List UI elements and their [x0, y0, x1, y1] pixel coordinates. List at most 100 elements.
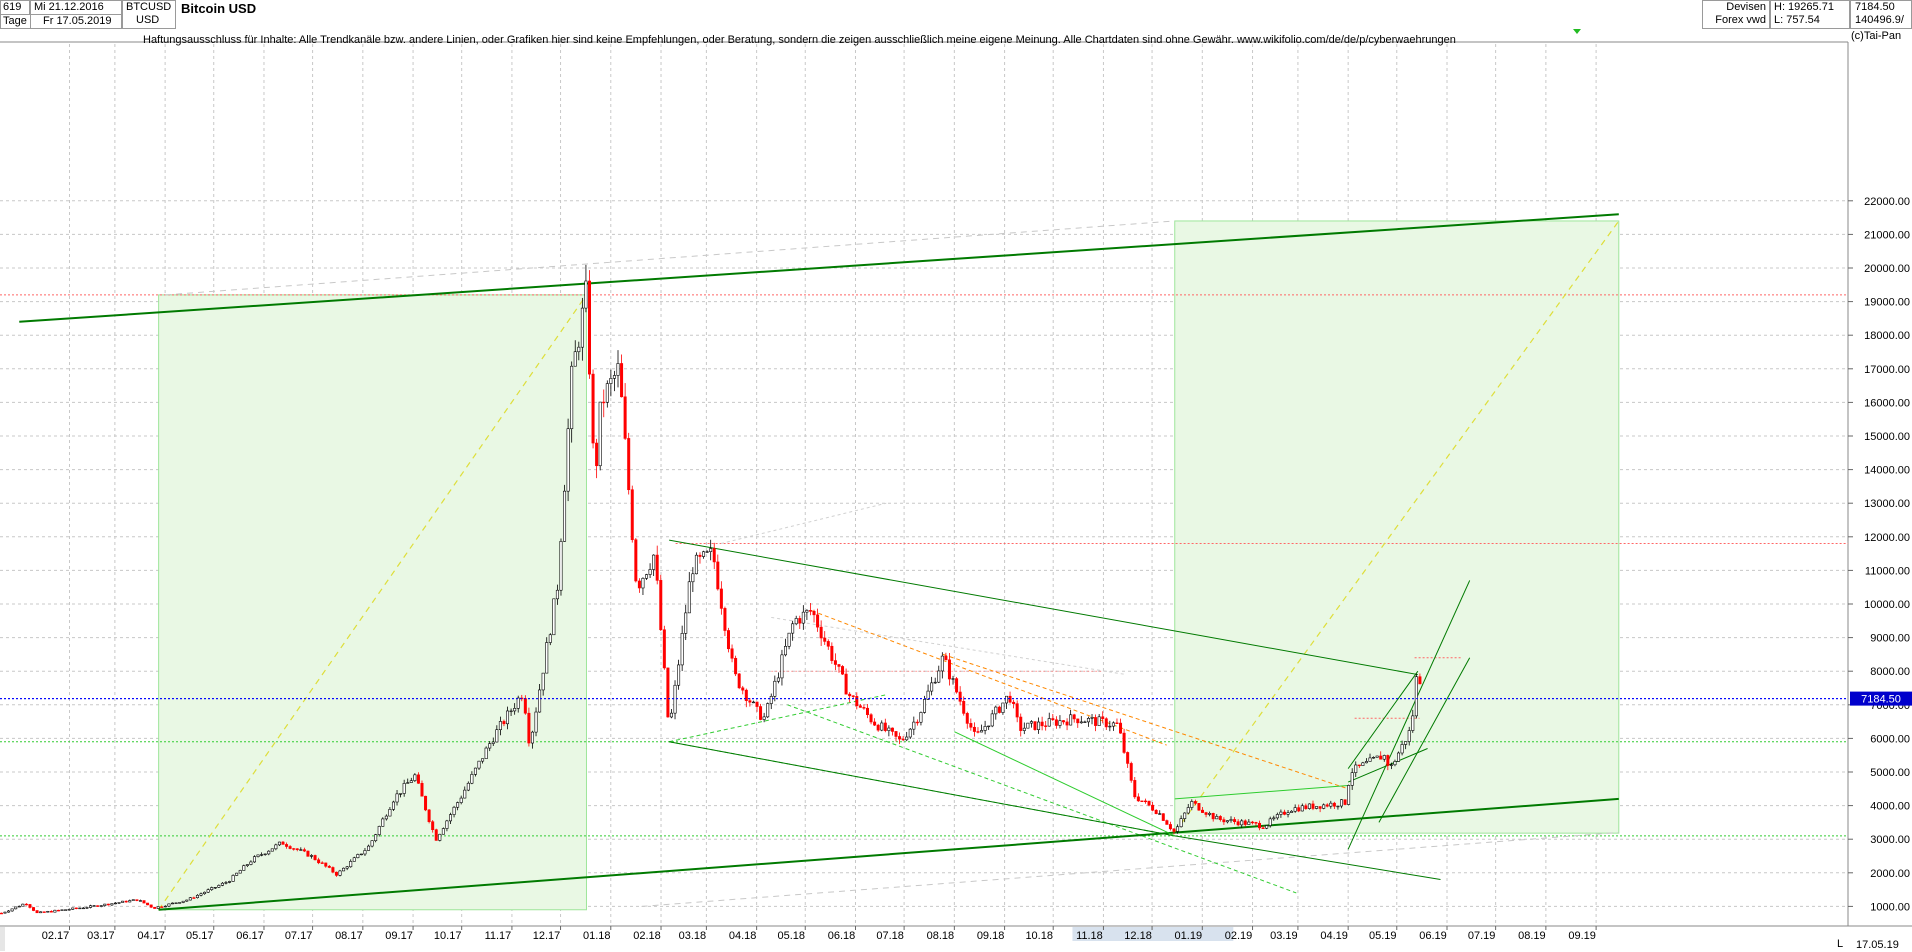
- candle-body: [669, 712, 673, 718]
- candle-body: [310, 855, 314, 857]
- candle-body: [819, 626, 823, 639]
- candle-body: [587, 280, 591, 375]
- low-value: L: 757.54: [1774, 14, 1820, 26]
- candle-body: [21, 903, 25, 907]
- period-to-box[interactable]: Fr 17.05.2019: [30, 14, 122, 29]
- candle-body: [92, 905, 96, 907]
- candle-body: [1040, 721, 1044, 727]
- candle-body: [702, 551, 706, 557]
- y-tick-label: 11000.00: [1865, 565, 1910, 577]
- candle-body: [445, 820, 449, 829]
- candle-body: [1054, 719, 1058, 726]
- candle-body: [898, 736, 902, 740]
- candle-body: [110, 903, 114, 906]
- candle-body: [1375, 755, 1379, 758]
- candle-body: [81, 907, 85, 910]
- candle-body: [306, 850, 310, 857]
- candle-body: [980, 730, 984, 733]
- y-tick-label: 13000.00: [1864, 498, 1910, 510]
- footer-date: 17.05.19: [1856, 939, 1899, 951]
- candle-body: [374, 834, 378, 842]
- chart-title: Bitcoin USD: [181, 1, 257, 16]
- candle-body: [96, 905, 100, 907]
- candle-body: [181, 900, 185, 903]
- candle-body: [67, 909, 71, 911]
- candle-body: [923, 699, 927, 713]
- candle-body: [395, 793, 399, 803]
- candle-body: [171, 902, 175, 905]
- candle-body: [951, 678, 955, 680]
- candle-body: [595, 442, 599, 467]
- candle-body: [1418, 676, 1422, 685]
- candle-body: [673, 684, 677, 714]
- candle-body: [1094, 717, 1098, 726]
- candle-body: [1104, 718, 1108, 728]
- candle-body: [424, 795, 428, 811]
- candle-body: [402, 783, 406, 794]
- high-low-box: H: 19265.71 L: 757.54: [1770, 0, 1850, 29]
- candle-body: [1364, 761, 1368, 764]
- y-tick-label: 5000.00: [1870, 767, 1910, 779]
- candle-body: [224, 882, 228, 884]
- x-tick-label: 03.19: [1270, 930, 1298, 942]
- candle-body: [174, 902, 178, 904]
- candle-body: [1254, 822, 1258, 824]
- candle-body: [627, 438, 631, 491]
- exchange-box[interactable]: Devisen Forex vwd: [1702, 0, 1770, 29]
- candle-body: [1215, 816, 1219, 820]
- candle-body: [367, 845, 371, 851]
- candle-body: [762, 716, 766, 720]
- breakdown-line: [1174, 835, 1441, 881]
- candle-body: [548, 634, 552, 643]
- period-from-box[interactable]: Mi 21.12.2016: [30, 0, 122, 15]
- candle-body: [1368, 757, 1372, 762]
- candle-body: [438, 833, 442, 841]
- symbol-box[interactable]: BTCUSD USD: [122, 0, 176, 29]
- candle-body: [1143, 800, 1147, 803]
- candle-body: [60, 909, 64, 911]
- candle-body: [659, 580, 663, 631]
- candle-body: [730, 648, 734, 659]
- candle-body: [1111, 722, 1115, 727]
- bar-count-box[interactable]: 619 ▼: [0, 0, 30, 25]
- candle-body: [1208, 813, 1212, 815]
- y-tick-label: 17000.00: [1864, 364, 1910, 376]
- candle-body: [491, 741, 495, 744]
- candle-body: [242, 865, 246, 871]
- candle-body: [192, 897, 196, 899]
- candle-body: [555, 589, 559, 600]
- candle-body: [1372, 757, 1376, 759]
- candle-body: [10, 908, 14, 912]
- candle-body: [1297, 807, 1301, 812]
- candle-body: [630, 489, 634, 541]
- candle-body: [623, 396, 627, 439]
- x-tick-label: 09.17: [385, 930, 413, 942]
- candle-body: [1414, 676, 1418, 717]
- candle-body: [78, 907, 82, 910]
- candle-body: [545, 642, 549, 674]
- candle-body: [666, 667, 670, 718]
- candle-body: [317, 859, 321, 864]
- candle-body: [384, 815, 388, 820]
- candle-body: [719, 588, 723, 609]
- candle-body: [1311, 803, 1315, 809]
- candle-body: [288, 846, 292, 849]
- candle-body: [434, 829, 438, 841]
- x-tick-label: 10.18: [1025, 930, 1053, 942]
- candle-body: [381, 818, 385, 827]
- candle-body: [142, 900, 146, 904]
- candle-body: [930, 682, 934, 692]
- candle-body: [409, 780, 413, 783]
- candle-body: [1001, 702, 1005, 713]
- candle-body: [334, 871, 338, 876]
- candle-body: [873, 721, 877, 726]
- candle-body: [759, 706, 763, 720]
- candle-body: [188, 897, 192, 901]
- x-tick-label: 09.18: [977, 930, 1005, 942]
- candle-body: [370, 840, 374, 847]
- footer-mode-box[interactable]: L: [1834, 938, 1846, 952]
- descending-wedge-top: [669, 539, 1418, 676]
- candle-body: [470, 774, 474, 784]
- candle-body: [448, 814, 452, 822]
